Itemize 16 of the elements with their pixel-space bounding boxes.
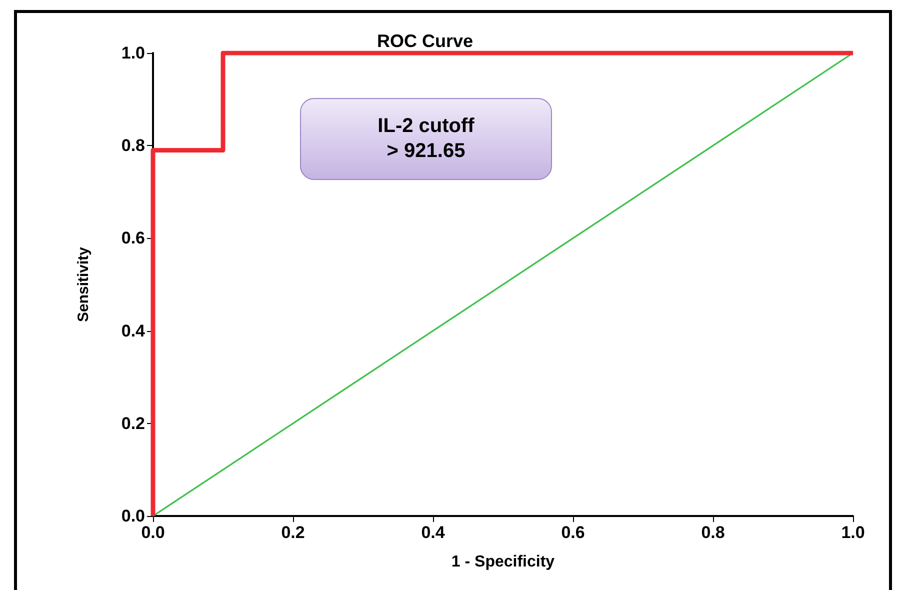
x-tick-label: 0.2 bbox=[281, 523, 305, 542]
y-tick-label: 0.0 bbox=[121, 506, 145, 526]
x-tick-label: 0.8 bbox=[701, 523, 725, 542]
y-tick-label: 1.0 bbox=[121, 44, 145, 62]
x-tick-label: 1.0 bbox=[841, 523, 865, 542]
y-axis-title: Sensitivity bbox=[75, 246, 92, 322]
x-tick-label: 0.0 bbox=[141, 523, 165, 542]
y-tick-label: 0.8 bbox=[121, 136, 145, 156]
y-tick-label: 0.4 bbox=[121, 321, 146, 340]
callout-box: IL-2 cutoff > 921.65 bbox=[300, 98, 552, 180]
x-axis-title: 1 - Specificity bbox=[451, 554, 555, 570]
y-tick-label: 0.2 bbox=[121, 414, 145, 433]
x-tick-label: 0.4 bbox=[421, 523, 446, 542]
x-tick-label: 0.6 bbox=[561, 523, 585, 542]
chart-title: ROC Curve bbox=[377, 31, 474, 51]
y-tick-label: 0.6 bbox=[121, 228, 145, 248]
